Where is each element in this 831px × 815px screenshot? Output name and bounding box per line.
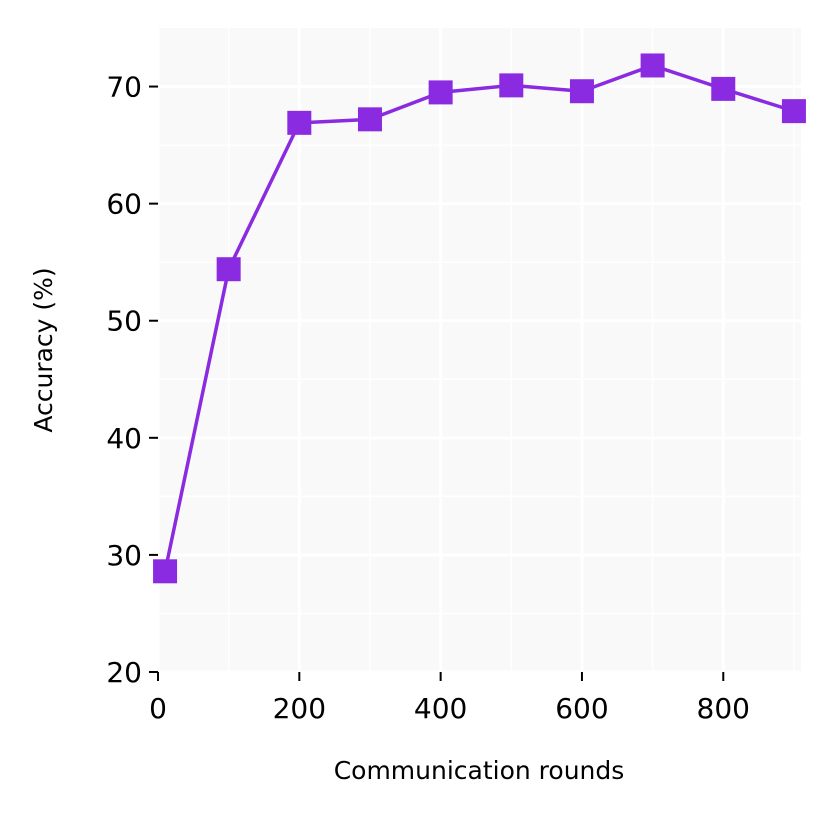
data-point-marker [499,73,524,98]
x-tick-label: 400 [414,692,467,725]
data-point-marker [216,257,241,282]
y-tick-label: 60 [106,188,142,221]
x-axis-ticks: 0 200 400 600 800 [149,672,750,725]
plot-area [158,28,801,672]
x-tick-label: 800 [697,692,750,725]
x-tick-label: 200 [273,692,326,725]
y-tick-label: 20 [106,656,142,689]
x-axis-label: Communication rounds [334,756,625,785]
y-tick-label: 50 [106,305,142,338]
series-group [153,53,806,584]
data-point-marker [640,53,665,78]
y-tick-label: 70 [106,71,142,104]
grid-lines [156,28,801,674]
data-point-marker [153,559,178,584]
data-point-marker [711,76,736,101]
x-tick-label: 600 [555,692,608,725]
data-point-marker [357,107,382,132]
y-tick-label: 40 [106,422,142,455]
y-axis-ticks: 20 30 40 50 60 70 [106,71,158,689]
y-tick-label: 30 [106,539,142,572]
data-point-marker [287,110,312,135]
data-point-marker [569,79,594,104]
data-point-marker [428,80,453,105]
series-line [163,63,795,572]
x-tick-label: 0 [149,692,167,725]
y-axis-label: Accuracy (%) [29,267,58,432]
data-point-marker [781,99,806,124]
